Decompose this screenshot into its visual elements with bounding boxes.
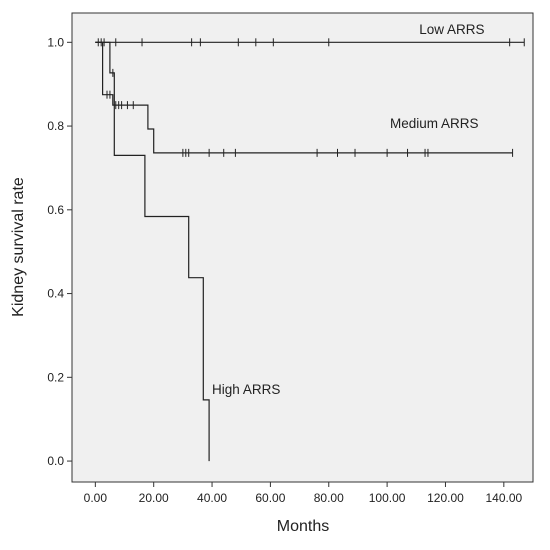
series-line-medium-arrs	[95, 41, 513, 154]
y-tick-label: 1.0	[47, 35, 64, 49]
x-tick-label: 0.00	[84, 491, 108, 505]
x-axis-ticks: 0.00 20.00 40.00 60.00 80.00 100.00 120.00 140.…	[84, 482, 523, 505]
y-tick-label: 0.6	[47, 203, 64, 217]
plot-frame	[71, 12, 534, 483]
series-label-high-arrs: High ARRS	[212, 382, 280, 397]
y-tick-label: 0.2	[47, 370, 64, 384]
y-axis-title: Kidney survival rate	[10, 177, 27, 317]
x-tick-label: 120.00	[427, 491, 464, 505]
y-tick-label: 0.4	[47, 287, 64, 301]
x-tick-label: 40.00	[197, 491, 227, 505]
x-tick-label: 80.00	[314, 491, 344, 505]
x-tick-label: 140.00	[485, 491, 522, 505]
y-tick-label: 0.0	[47, 454, 64, 468]
y-axis-ticks: 0.0 0.2 0.4 0.6 0.8 1.0	[47, 35, 72, 468]
series-line-high-arrs	[95, 41, 210, 462]
x-tick-label: 20.00	[139, 491, 169, 505]
x-tick-label: 60.00	[255, 491, 285, 505]
series-lines	[95, 41, 525, 462]
x-tick-label: 100.00	[369, 491, 406, 505]
x-axis-title: Months	[277, 518, 329, 535]
censor-marks	[97, 38, 525, 157]
series-label-medium-arrs: Medium ARRS	[390, 116, 479, 131]
series-label-low-arrs: Low ARRS	[419, 22, 484, 37]
y-tick-label: 0.8	[47, 119, 64, 133]
series-labels: Low ARRS Medium ARRS High ARRS	[212, 22, 484, 397]
